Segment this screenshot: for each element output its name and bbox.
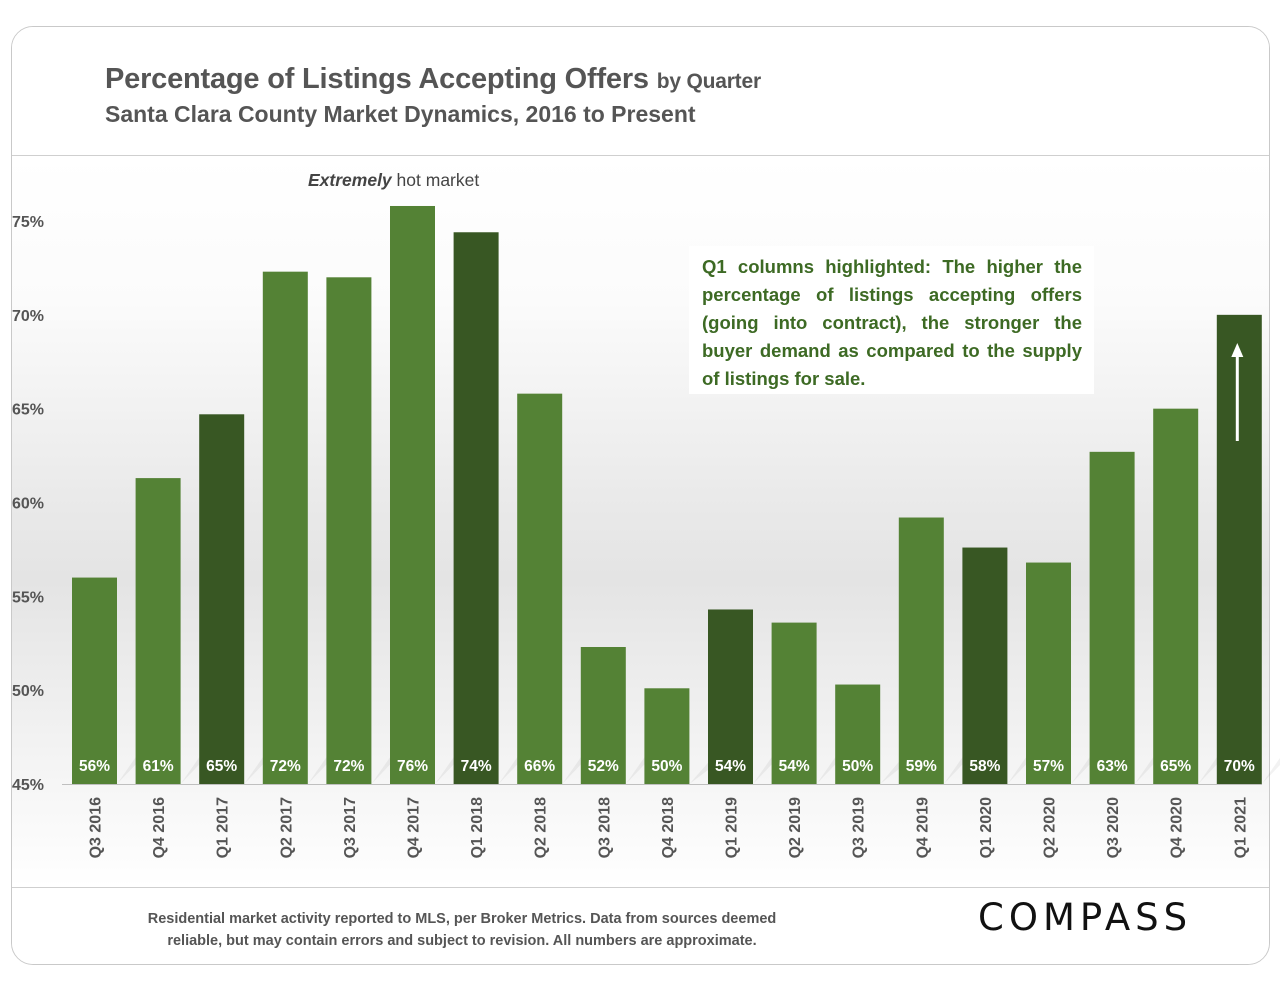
arrow-up-icon bbox=[1231, 343, 1244, 357]
x-tick-label: Q4 2017 bbox=[406, 797, 423, 858]
x-tick-label: Q1 2017 bbox=[215, 797, 232, 858]
x-tick-label: Q2 2017 bbox=[278, 797, 295, 858]
source-note-line-1: Residential market activity reported to … bbox=[147, 911, 777, 927]
bar-data-label: 58% bbox=[969, 758, 1000, 775]
bar-data-label: 50% bbox=[842, 758, 873, 775]
bar bbox=[453, 232, 499, 784]
x-tick-label: Q1 2021 bbox=[1232, 797, 1249, 858]
x-tick-label: Q2 2020 bbox=[1042, 797, 1059, 858]
hot-market-emphasis: Extremely bbox=[308, 170, 392, 190]
bar-data-label: 61% bbox=[143, 758, 174, 775]
bar-data-label: 76% bbox=[397, 758, 428, 775]
bar bbox=[390, 205, 435, 784]
x-tick-label: Q3 2016 bbox=[88, 797, 105, 858]
y-tick-label: 60% bbox=[12, 496, 44, 513]
y-tick-label: 45% bbox=[12, 777, 44, 794]
compass-logo: COMPASS bbox=[978, 896, 1193, 939]
x-tick-label: Q4 2016 bbox=[151, 797, 168, 858]
bar bbox=[1089, 451, 1135, 784]
chart-header: Percentage of Listings Accepting Offers … bbox=[12, 27, 1269, 156]
bar-data-label: 52% bbox=[588, 758, 619, 775]
bar bbox=[835, 684, 881, 784]
bar bbox=[708, 609, 753, 784]
y-tick-label: 75% bbox=[12, 214, 44, 231]
bar-data-label: 74% bbox=[461, 758, 492, 775]
x-tick-label: Q4 2018 bbox=[660, 797, 677, 858]
x-tick-label: Q1 2020 bbox=[978, 797, 995, 858]
bar-data-label: 50% bbox=[651, 758, 682, 775]
bar-shadow bbox=[498, 718, 545, 784]
bar-data-label: 54% bbox=[779, 758, 810, 775]
hot-market-rest: hot market bbox=[396, 170, 480, 190]
bar-data-label: 65% bbox=[206, 758, 237, 775]
bar-data-label: 65% bbox=[1160, 758, 1191, 775]
x-tick-label: Q1 2018 bbox=[469, 797, 486, 858]
chart-footer: Residential market activity reported to … bbox=[12, 887, 1269, 964]
bar-data-label: 63% bbox=[1097, 758, 1128, 775]
bar-data-label: 54% bbox=[715, 758, 746, 775]
source-note: Residential market activity reported to … bbox=[112, 908, 812, 952]
x-tick-label: Q4 2019 bbox=[914, 797, 931, 858]
bar bbox=[517, 393, 563, 784]
y-tick-label: 65% bbox=[12, 402, 44, 419]
x-tick-label: Q2 2019 bbox=[787, 797, 804, 858]
bar-data-label: 72% bbox=[333, 758, 364, 775]
x-tick-label: Q3 2017 bbox=[342, 797, 359, 858]
chart-subtitle: Santa Clara County Market Dynamics, 2016… bbox=[105, 101, 696, 127]
y-tick-label: 55% bbox=[12, 589, 44, 606]
bar bbox=[262, 271, 308, 784]
bar-data-label: 72% bbox=[270, 758, 301, 775]
bar-data-label: 70% bbox=[1224, 758, 1255, 775]
x-tick-label: Q3 2018 bbox=[596, 797, 613, 858]
chart-title-suffix: by Quarter bbox=[656, 70, 761, 93]
x-tick-label: Q1 2019 bbox=[724, 797, 741, 858]
chart-title-main: Percentage of Listings Accepting Offers bbox=[105, 63, 649, 95]
y-tick-label: 70% bbox=[12, 308, 44, 325]
x-tick-label: Q4 2020 bbox=[1169, 797, 1186, 858]
y-tick-label: 50% bbox=[12, 683, 44, 700]
bar-data-label: 59% bbox=[906, 758, 937, 775]
bar bbox=[962, 547, 1008, 784]
bar bbox=[1026, 562, 1071, 784]
bar-data-label: 66% bbox=[524, 758, 555, 775]
q1-callout-box: Q1 columns highlighted: The higher the p… bbox=[689, 246, 1094, 394]
bar bbox=[135, 478, 181, 784]
bar bbox=[1216, 314, 1262, 784]
bar bbox=[72, 577, 117, 784]
chart-title: Percentage of Listings Accepting Offers … bbox=[105, 63, 761, 96]
x-tick-label: Q3 2020 bbox=[1105, 797, 1122, 858]
x-tick-label: Q2 2018 bbox=[533, 797, 550, 858]
hot-market-annotation: Extremely hot market bbox=[308, 170, 479, 191]
bar bbox=[1153, 408, 1199, 784]
bar-data-label: 57% bbox=[1033, 758, 1064, 775]
bar bbox=[771, 622, 817, 784]
x-tick-label: Q3 2019 bbox=[851, 797, 868, 858]
bar-shadow bbox=[1261, 757, 1280, 784]
source-note-line-2: reliable, but may contain errors and sub… bbox=[167, 933, 757, 949]
bar-data-label: 56% bbox=[79, 758, 110, 775]
bar bbox=[199, 414, 245, 784]
bar bbox=[580, 647, 626, 784]
bar bbox=[644, 688, 690, 784]
bar bbox=[326, 277, 372, 784]
bar bbox=[898, 517, 944, 784]
